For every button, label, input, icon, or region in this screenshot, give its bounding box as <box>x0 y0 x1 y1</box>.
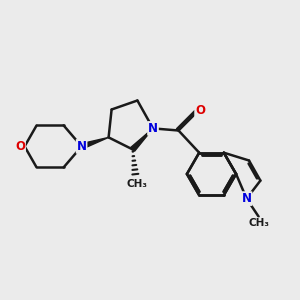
Text: N: N <box>242 192 252 205</box>
Text: CH₃: CH₃ <box>248 218 269 228</box>
Text: N: N <box>148 122 158 135</box>
Text: O: O <box>195 103 205 117</box>
Text: CH₃: CH₃ <box>127 179 148 189</box>
Polygon shape <box>81 137 109 149</box>
Text: O: O <box>15 140 25 153</box>
Text: N: N <box>76 140 87 153</box>
Polygon shape <box>131 128 153 151</box>
